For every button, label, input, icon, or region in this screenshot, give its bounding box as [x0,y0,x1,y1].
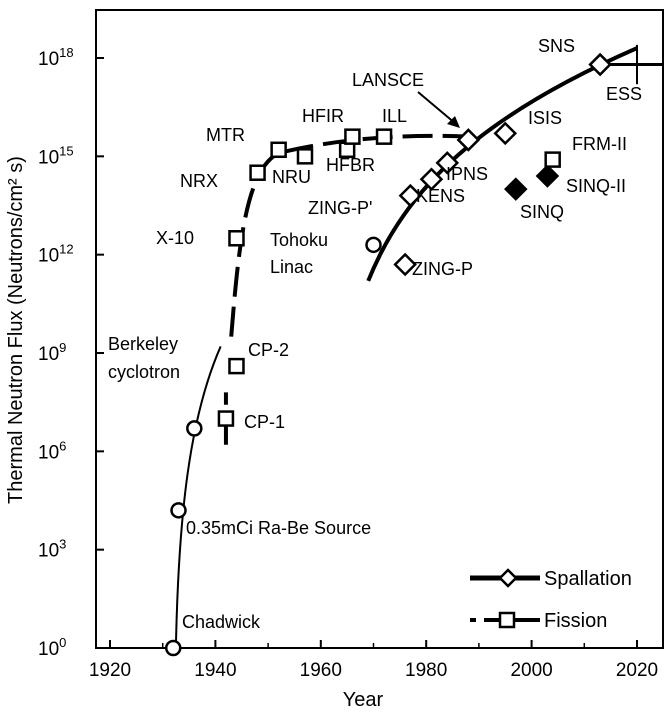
marker-cp-2 [228,357,245,375]
x-tick-label: 1920 [89,660,131,681]
y-tick-label: 1018 [38,45,74,70]
label-ess: ESS [606,84,642,104]
label-cp-1: CP-1 [244,412,285,432]
point-annotations: Chadwick 0.35mCi Ra-Be Source Berkeley c… [108,36,642,632]
label-zing-p: ZING-P [412,259,473,279]
data-markers [164,52,612,657]
marker-ipns [435,151,460,175]
label-sns: SNS [538,36,575,56]
marker-x-10 [228,230,245,247]
x-tick-label: 1960 [300,660,342,681]
y-tick-label: 109 [38,340,66,365]
y-tick-labels: 100 103 106 109 1012 1015 1018 [38,45,74,660]
label-ill: ILL [382,106,407,126]
legend: Spallation Fission [470,568,632,632]
label-ra-be-source: 0.35mCi Ra-Be Source [186,518,371,538]
marker-kens [419,167,444,192]
label-cp-2: CP-2 [248,340,289,360]
label-tohoku-line1: Tohoku [270,230,328,250]
label-hfir: HFIR [302,106,344,126]
marker-chadwick [164,639,182,657]
label-nrx: NRX [180,171,218,191]
label-sinq-ii: SINQ-II [566,176,626,196]
legend-fission-marker [498,611,516,629]
label-frm-ii: FRM-II [572,134,627,154]
early-sources-curve [174,346,222,649]
y-tick-label: 1015 [38,143,74,168]
marker-tohoku-linac [365,236,382,254]
label-sinq: SINQ [520,202,564,222]
legend-spallation-marker [498,568,518,588]
marker-ill [375,128,393,145]
label-chadwick: Chadwick [182,612,261,632]
label-berkeley-cyclotron-line2: cyclotron [108,362,180,382]
x-tick-label: 2000 [510,660,552,681]
legend-spallation-label: Spallation [544,568,632,590]
label-berkeley-cyclotron-line1: Berkeley [108,334,178,354]
label-zing-p-prime: ZING-P' [308,198,372,218]
label-isis: ISIS [528,108,562,128]
axis-ticks [96,57,638,649]
marker-sinq-ii [535,164,560,188]
x-axis-title: Year [343,689,384,711]
plot-frame [95,9,664,649]
legend-fission-label: Fission [544,610,607,632]
y-tick-label: 100 [38,635,66,660]
label-lansce: LANSCE [352,70,424,90]
marker-berkeley-cyclotron [186,420,203,437]
x-tick-labels: 1920 1940 1960 1980 2000 2020 [89,660,658,681]
x-tick-label: 2020 [616,660,658,681]
label-kens: KENS [416,186,465,206]
label-hfbr: HFBR [326,155,375,175]
marker-0-35mci-ra-be-source [170,502,187,519]
y-tick-label: 1012 [38,242,74,267]
marker-nrx [249,164,266,181]
label-ipns: IPNS [446,164,488,184]
y-axis-title: Thermal Neutron Flux (Neutrons/cm² s) [5,156,27,504]
y-tick-label: 103 [38,537,66,562]
marker-frm-ii [544,151,561,168]
label-x-10: X-10 [156,228,194,248]
x-tick-label: 1980 [405,660,447,681]
marker-lansce [456,128,481,152]
marker-isis [493,121,518,146]
label-tohoku-line2: Linac [270,257,313,277]
marker-hfir [344,128,361,145]
label-mtr: MTR [206,125,245,145]
marker-sinq [504,177,528,201]
trend-curves [174,44,663,649]
lansce-arrow [417,91,460,128]
marker-sns [588,52,612,77]
marker-nru [296,148,314,165]
marker-zing-p [398,183,423,208]
marker-zing-p [393,252,417,277]
spallation-curve [366,46,638,282]
x-tick-label: 1940 [194,660,236,681]
label-nru: NRU [272,167,311,187]
marker-cp-1 [217,410,235,427]
y-tick-label: 106 [38,438,66,463]
marker-mtr [270,141,287,159]
